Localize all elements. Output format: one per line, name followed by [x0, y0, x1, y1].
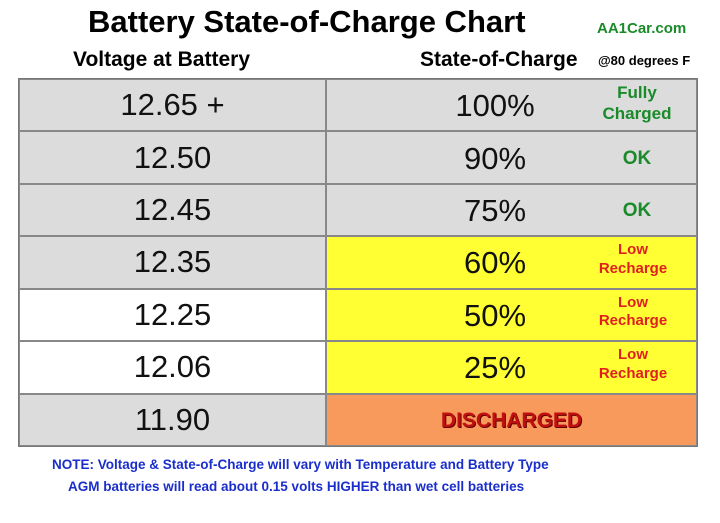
soc-value: 90%	[463, 140, 527, 176]
note: NOTE: Voltage & State-of-Charge will var…	[52, 457, 549, 472]
status: OK	[622, 200, 652, 222]
status: Low Recharge	[598, 293, 668, 330]
soc-cell: 75% OK	[326, 183, 697, 237]
soc-cell: 100% Fully Charged	[326, 79, 697, 132]
soc-cell: 25% Low Recharge	[326, 341, 697, 394]
voltage-cell: 12.50	[19, 131, 326, 184]
site-label: AA1Car.com	[597, 20, 687, 37]
note: AGM batteries will read about 0.15 volts…	[68, 479, 525, 494]
voltage-cell: 11.90	[19, 393, 326, 446]
voltage-cell: 12.35	[19, 236, 326, 289]
soc-cell: 60% Low Recharge	[326, 236, 697, 289]
status: Fully Charged	[602, 83, 672, 124]
voltage-cell: 12.25	[19, 288, 326, 342]
column-header: State-of-Charge	[420, 48, 578, 71]
soc-value: 25%	[463, 350, 527, 386]
column-header: Voltage at Battery	[73, 48, 250, 71]
soc-value: 75%	[463, 193, 527, 229]
table: 12.65 +100% Fully Charged 12.50 90% OK 12.45 7…	[18, 78, 698, 447]
status: Low Recharge	[598, 241, 668, 278]
status: DISCHARGED	[440, 408, 583, 432]
title: Battery State-of-Charge Chart	[88, 4, 526, 39]
status: Low Recharge	[598, 346, 668, 382]
soc-cell: DISCHARGED	[326, 393, 697, 446]
soc-cell: 90% OK	[326, 131, 697, 184]
voltage-cell: 12.45	[19, 183, 326, 237]
soc-cell: 50% Low Recharge	[326, 288, 697, 342]
voltage-cell: 12.65 +	[19, 79, 326, 132]
voltage-cell: 12.06	[19, 341, 326, 394]
status: OK	[622, 147, 652, 169]
temperature-note: @80 degrees F	[598, 53, 691, 68]
soc-value: 100%	[455, 88, 535, 124]
soc-value: 50%	[463, 297, 527, 333]
soc-value: 60%	[463, 245, 527, 281]
